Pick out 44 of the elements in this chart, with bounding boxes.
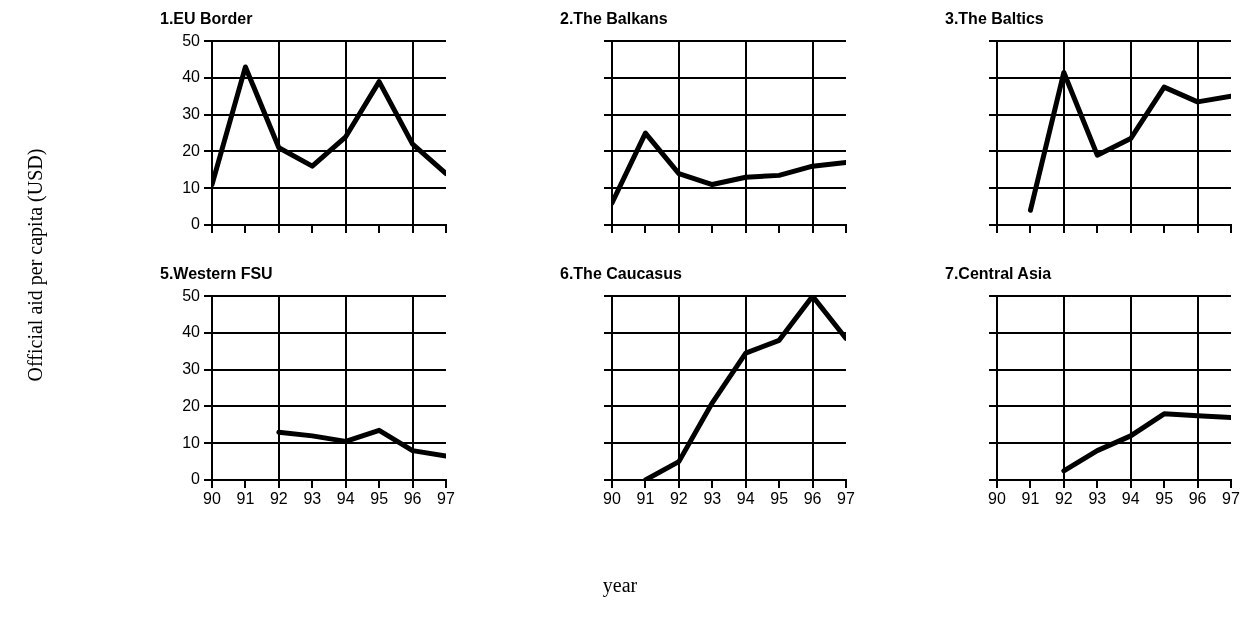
x-tick-label: 91 — [636, 490, 655, 508]
x-tick-label: 94 — [736, 490, 755, 508]
y-tick-label: 30 — [182, 360, 201, 378]
x-tick-label: 94 — [336, 490, 355, 508]
y-tick-label: 10 — [182, 433, 201, 451]
x-tick-label: 90 — [203, 490, 221, 508]
y-tick-label: 20 — [182, 396, 201, 414]
x-tick-label: 95 — [1155, 490, 1174, 508]
x-tick-label: 95 — [370, 490, 389, 508]
x-axis-title: year — [602, 573, 638, 597]
y-tick-label: 0 — [191, 470, 201, 488]
x-tick-label: 97 — [1222, 490, 1240, 508]
x-tick-label: 95 — [770, 490, 789, 508]
chart-title: 5.Western FSU — [160, 265, 273, 283]
x-tick-label: 90 — [988, 490, 1006, 508]
x-tick-label: 92 — [669, 490, 688, 508]
y-tick-label: 0 — [191, 215, 201, 233]
x-tick-label: 94 — [1121, 490, 1140, 508]
y-tick-label: 30 — [182, 105, 201, 123]
x-tick-label: 92 — [269, 490, 288, 508]
y-tick-label: 10 — [182, 178, 201, 196]
y-tick-label: 20 — [182, 141, 201, 159]
x-tick-label: 97 — [437, 490, 455, 508]
chart-title: 7.Central Asia — [945, 265, 1052, 283]
x-tick-label: 97 — [837, 490, 855, 508]
x-tick-label: 92 — [1054, 490, 1073, 508]
x-tick-label: 91 — [236, 490, 255, 508]
chart-title: 3.The Baltics — [945, 10, 1044, 28]
x-tick-label: 93 — [1088, 490, 1107, 508]
x-tick-label: 93 — [703, 490, 722, 508]
x-tick-label: 96 — [403, 490, 422, 508]
y-tick-label: 40 — [182, 323, 201, 341]
y-axis-title: Official aid per capita (USD) — [23, 148, 47, 382]
x-tick-label: 90 — [603, 490, 621, 508]
y-tick-label: 50 — [182, 31, 201, 49]
y-tick-label: 50 — [182, 286, 201, 304]
chart-title: 1.EU Border — [160, 10, 253, 28]
chart-title: 2.The Balkans — [560, 10, 668, 28]
chart-title: 6.The Caucasus — [560, 265, 682, 283]
y-tick-label: 40 — [182, 68, 201, 86]
x-tick-label: 96 — [803, 490, 822, 508]
x-tick-label: 96 — [1188, 490, 1207, 508]
x-tick-label: 91 — [1021, 490, 1040, 508]
x-tick-label: 93 — [303, 490, 322, 508]
